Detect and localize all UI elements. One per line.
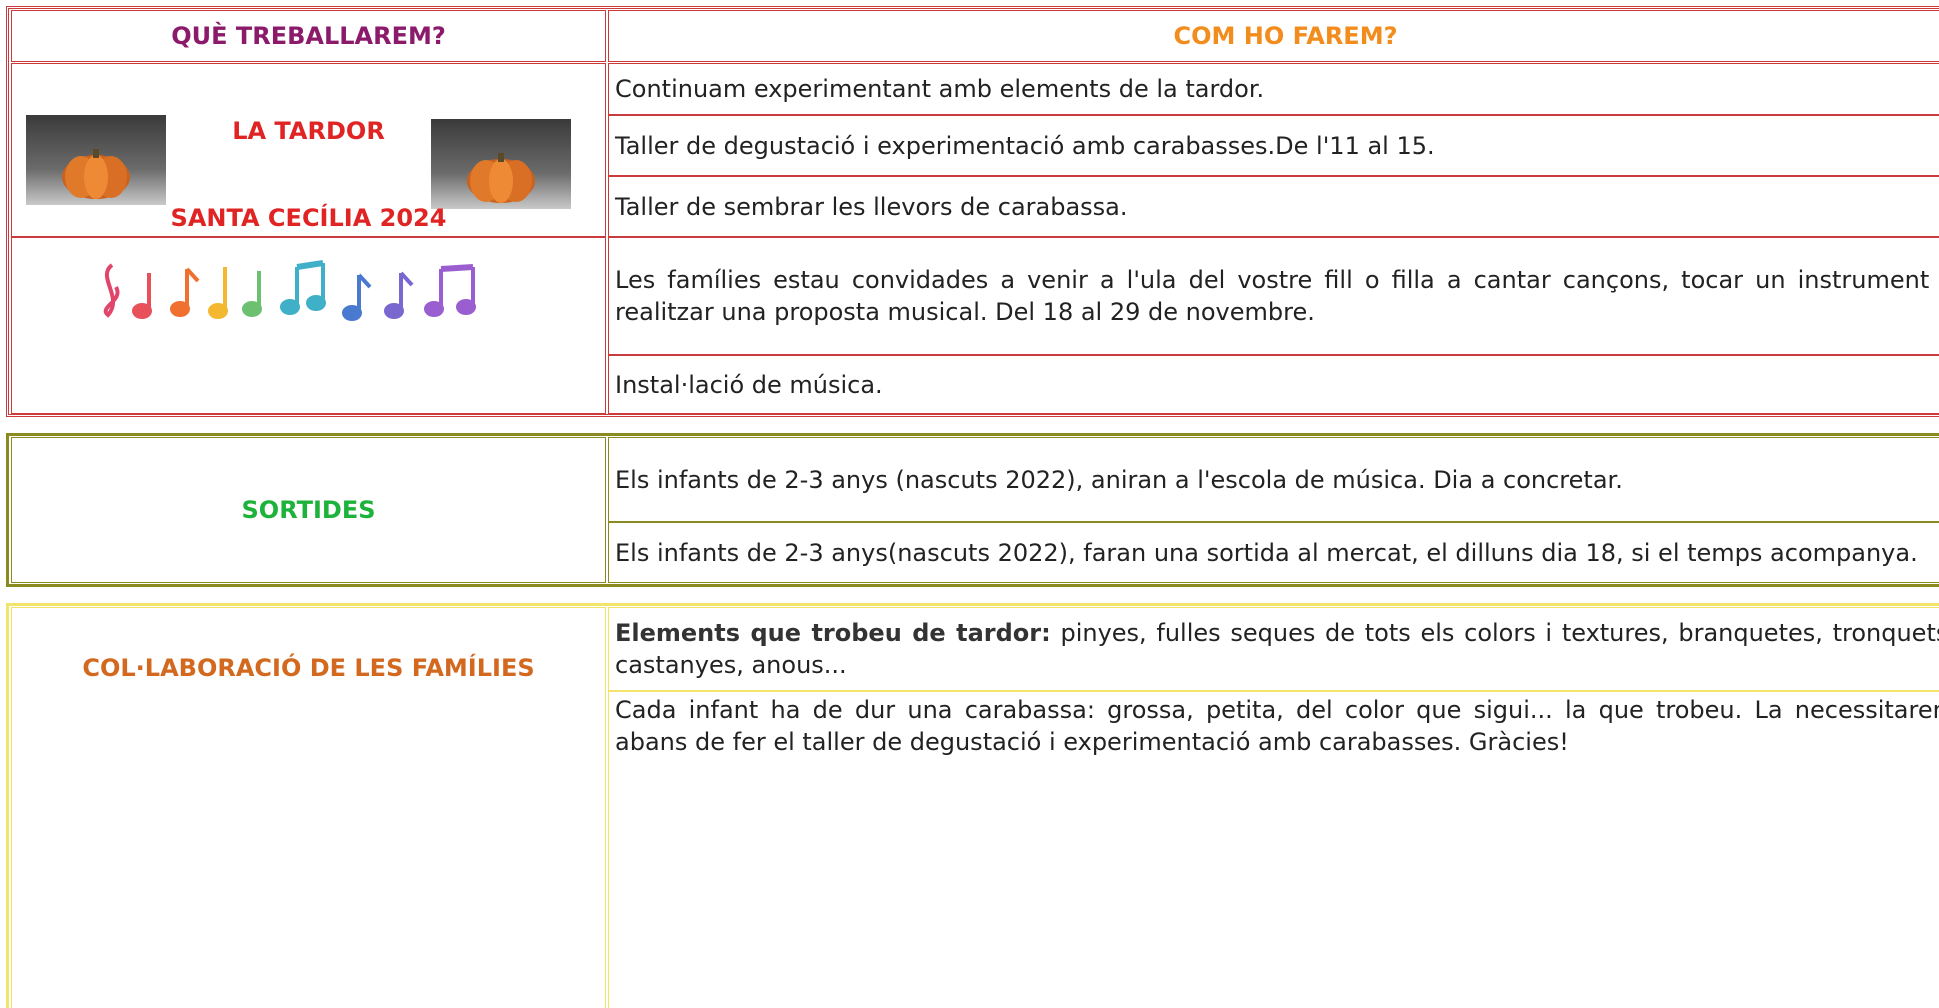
topic-cell [11,237,606,414]
item-text: Elements que trobeu de tardor: pinyes, f… [615,617,1939,681]
item: Instal·lació de música. [608,355,1939,414]
item-rest: pinyes, fulles seques de tots els colors… [615,619,1939,679]
item: Continuam experimentant amb elements de … [608,63,1939,115]
topic-collaboracio: COL·LABORACIÓ DE LES FAMÍLIES [11,607,606,1008]
item-bold: Elements que trobeu de tardor: [615,619,1051,647]
table-activities: QUÈ TREBALLAREM? COM HO FAREM? LA TARDOR… [6,6,1939,417]
topic-sortides: SORTIDES [11,437,606,583]
item: Taller de sembrar les llevors de carabas… [608,176,1939,237]
topic-santa-cecilia: SANTA CECÍLIA 2024 [170,204,447,232]
item: Els infants de 2-3 anys(nascuts 2022), f… [608,522,1939,583]
item: Els infants de 2-3 anys (nascuts 2022), … [608,437,1939,522]
topic-cell [11,63,606,237]
topic-la-tardor: LA TARDOR [232,117,385,145]
table-outings: SORTIDES Els infants de 2-3 anys (nascut… [6,433,1939,587]
music-notes-image [103,260,476,321]
table-families: COL·LABORACIÓ DE LES FAMÍLIES Elements q… [6,603,1939,1008]
item: Elements que trobeu de tardor: pinyes, f… [608,607,1939,691]
item: Cada infant ha de dur una carabassa: gro… [608,691,1939,1008]
header-how: COM HO FAREM? [608,10,1939,62]
pumpkin-image [431,119,571,209]
item: Les famílies estau convidades a venir a … [608,237,1939,355]
header-what: QUÈ TREBALLAREM? [11,10,606,62]
item: Taller de degustació i experimentació am… [608,115,1939,176]
